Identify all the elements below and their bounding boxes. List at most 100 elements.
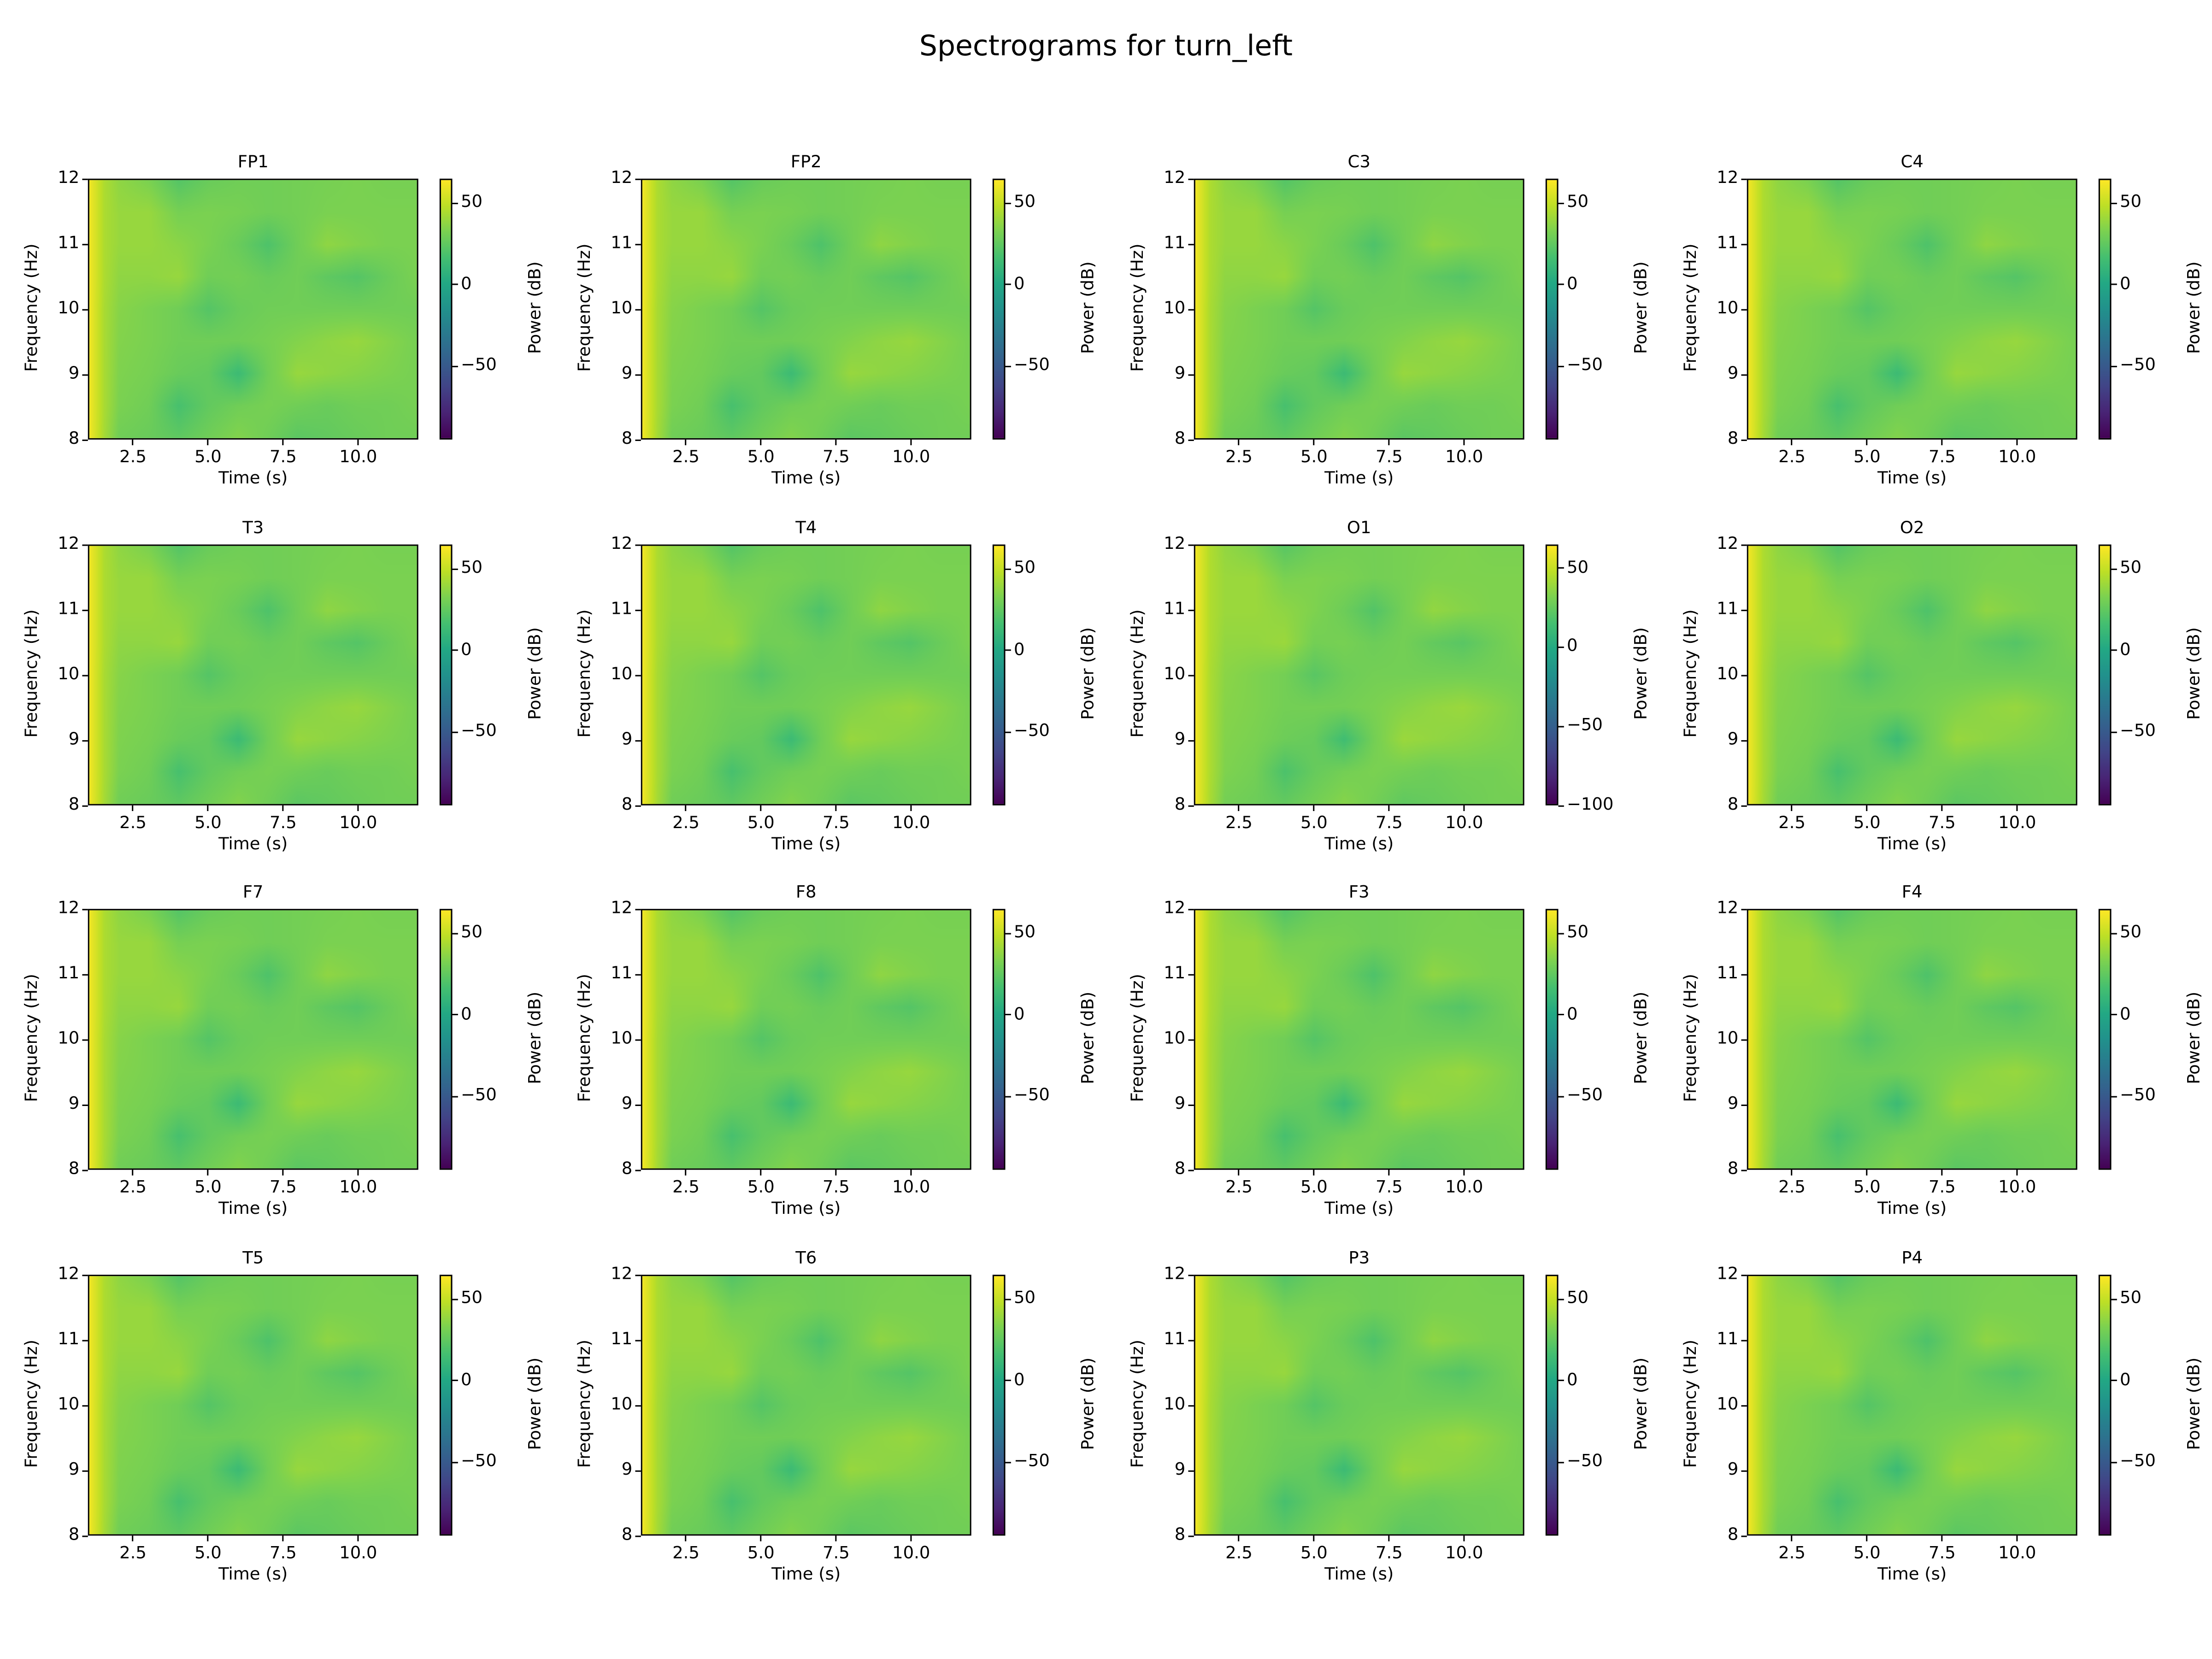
y-tick-mark xyxy=(1741,805,1747,806)
y-tick-mark xyxy=(1188,1274,1194,1276)
x-tick-label: 2.5 xyxy=(672,447,700,467)
y-tick-mark xyxy=(1188,1038,1194,1040)
y-tick-label: 12 xyxy=(1717,167,1739,188)
y-tick-label: 11 xyxy=(611,598,633,618)
colorbar-tick-mark xyxy=(1558,932,1564,934)
colorbar-tick-mark xyxy=(2111,932,2117,934)
x-tick-mark xyxy=(1791,1535,1793,1541)
y-tick-label: 9 xyxy=(621,1459,633,1479)
x-tick-label: 5.0 xyxy=(1853,1542,1881,1563)
colorbar-tick-label: 0 xyxy=(460,1369,472,1389)
y-tick-label: 10 xyxy=(611,663,633,684)
x-tick-mark xyxy=(835,439,837,446)
y-tick-label: 9 xyxy=(68,1093,80,1113)
y-tick-label: 12 xyxy=(1717,533,1739,553)
colorbar-label: Power (dB) xyxy=(1077,991,1098,1084)
y-tick-label: 10 xyxy=(1717,663,1739,684)
x-tick-mark xyxy=(1791,1170,1793,1176)
subplot-title: T4 xyxy=(795,518,817,538)
y-tick-label: 9 xyxy=(1727,729,1739,749)
subplot-title: F4 xyxy=(1901,882,1923,902)
x-tick-mark xyxy=(1238,439,1240,446)
y-tick-mark xyxy=(82,178,88,180)
colorbar xyxy=(439,909,453,1170)
x-tick-mark xyxy=(1941,1535,1943,1541)
y-tick-label: 9 xyxy=(68,729,80,749)
y-tick-mark xyxy=(635,609,641,611)
y-tick-label: 10 xyxy=(611,298,633,318)
y-tick-label: 11 xyxy=(58,963,80,983)
colorbar-tick-mark xyxy=(1005,1095,1011,1097)
y-tick-label: 11 xyxy=(58,232,80,253)
colorbar-tick-label: 50 xyxy=(2119,192,2141,212)
colorbar-tick-label: 0 xyxy=(460,639,472,659)
y-tick-mark xyxy=(1188,373,1194,375)
y-tick-label: 10 xyxy=(58,1028,80,1048)
colorbar-tick-label: 0 xyxy=(2119,639,2131,659)
y-tick-mark xyxy=(1741,1038,1747,1040)
y-tick-label: 10 xyxy=(611,1394,633,1414)
colorbar-tick-label: 0 xyxy=(1013,1369,1025,1389)
x-tick-mark xyxy=(207,439,209,446)
y-tick-mark xyxy=(1741,908,1747,910)
colorbar-tick-label: 50 xyxy=(460,557,483,578)
y-tick-label: 11 xyxy=(1164,598,1186,618)
x-tick-label: 10.0 xyxy=(1998,447,2036,467)
x-axis-label: Time (s) xyxy=(218,834,288,854)
spectrogram-heatmap xyxy=(1194,178,1524,440)
y-tick-label: 9 xyxy=(621,729,633,749)
y-tick-mark xyxy=(1741,178,1747,180)
x-tick-label: 2.5 xyxy=(1778,812,1806,833)
x-tick-mark xyxy=(1313,1170,1315,1176)
heatmap-image xyxy=(1195,180,1523,438)
heatmap-image xyxy=(89,1276,417,1535)
x-tick-mark xyxy=(910,1170,912,1176)
heatmap-image xyxy=(642,1276,970,1535)
colorbar-tick-label: 50 xyxy=(2119,922,2141,942)
x-axis-label: Time (s) xyxy=(771,834,841,854)
colorbar-tick-mark xyxy=(1558,725,1564,727)
y-tick-mark xyxy=(635,243,641,245)
x-tick-mark xyxy=(132,1170,134,1176)
x-tick-mark xyxy=(1866,1535,1868,1541)
y-tick-mark xyxy=(1188,1470,1194,1471)
y-axis-label: Frequency (Hz) xyxy=(21,1339,41,1468)
colorbar-tick-mark xyxy=(2111,1461,2117,1463)
spectrogram-heatmap xyxy=(641,909,971,1170)
y-tick-label: 8 xyxy=(1727,794,1739,814)
colorbar-label: Power (dB) xyxy=(2183,261,2204,354)
colorbar-label: Power (dB) xyxy=(1077,1357,1098,1450)
x-tick-mark xyxy=(282,439,284,446)
x-tick-mark xyxy=(132,1535,134,1541)
colorbar-tick-mark xyxy=(2111,284,2117,286)
x-tick-mark xyxy=(1791,805,1793,811)
y-tick-mark xyxy=(1188,243,1194,245)
colorbar-tick-mark xyxy=(2111,1380,2117,1382)
y-tick-label: 9 xyxy=(68,363,80,383)
colorbar-tick-mark xyxy=(1558,647,1564,648)
y-tick-mark xyxy=(1741,739,1747,741)
colorbar-tick-mark xyxy=(1005,1014,1011,1016)
y-axis-label: Frequency (Hz) xyxy=(1680,243,1700,372)
x-tick-mark xyxy=(1463,439,1465,446)
subplot-title: F3 xyxy=(1348,882,1370,902)
x-tick-label: 2.5 xyxy=(672,1177,700,1197)
x-tick-mark xyxy=(1791,439,1793,446)
y-tick-mark xyxy=(635,543,641,546)
x-tick-mark xyxy=(1941,1170,1943,1176)
y-tick-label: 10 xyxy=(1164,1028,1186,1048)
x-tick-mark xyxy=(357,1535,359,1541)
x-axis-label: Time (s) xyxy=(1877,834,1947,854)
y-tick-mark xyxy=(1188,739,1194,741)
colorbar-tick-mark xyxy=(1005,568,1011,570)
colorbar-tick-label: −50 xyxy=(1566,1451,1603,1471)
colorbar-tick-label: −50 xyxy=(2119,354,2156,375)
x-tick-label: 10.0 xyxy=(339,812,377,833)
colorbar-tick-mark xyxy=(452,284,458,286)
x-tick-mark xyxy=(835,805,837,811)
x-axis-label: Time (s) xyxy=(1877,1564,1947,1584)
y-tick-label: 8 xyxy=(621,1524,633,1544)
colorbar-tick-mark xyxy=(1558,1095,1564,1097)
x-tick-mark xyxy=(685,439,687,446)
